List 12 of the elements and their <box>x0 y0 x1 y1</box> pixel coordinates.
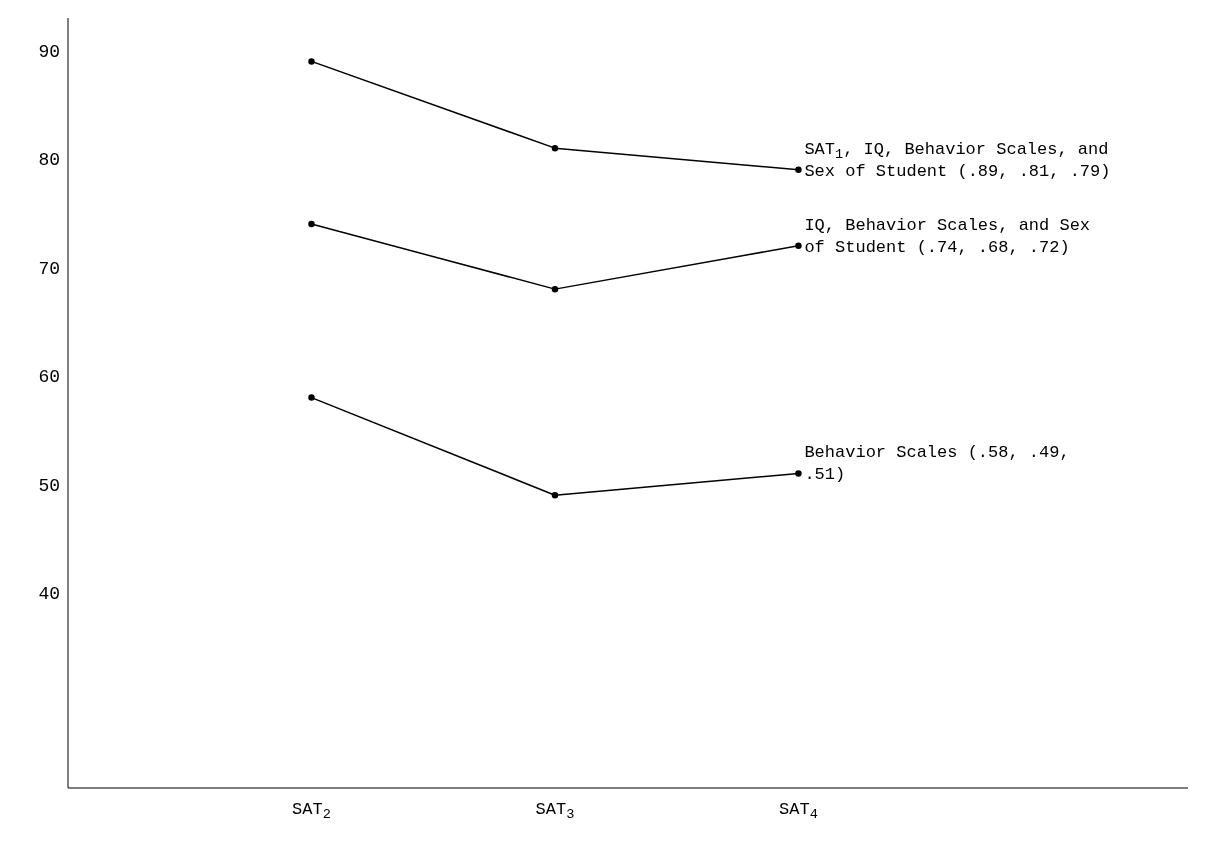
x-tick-label: SAT$_{4}$ <box>779 800 818 823</box>
y-tick-label: 60 <box>38 367 60 388</box>
series-label: SAT$_{1}$, IQ, Behavior Scales, and Sex of Student (.89, .81, .79) <box>804 139 1111 181</box>
x-tick-label: SAT$_{3}$ <box>535 800 575 823</box>
y-tick-label: 80 <box>38 150 60 171</box>
y-tick-label: 70 <box>38 258 60 279</box>
series-label: Behavior Scales (.58, .49, .51) <box>804 443 1070 485</box>
y-tick-label: 50 <box>38 475 60 496</box>
x-tick-label: SAT$_{2}$ <box>292 800 331 823</box>
y-tick-label: 90 <box>38 41 60 62</box>
y-tick-label: 40 <box>38 584 60 605</box>
series-label: IQ, Behavior Scales, and Sex of Student (.74, .68, .72) <box>804 215 1091 257</box>
